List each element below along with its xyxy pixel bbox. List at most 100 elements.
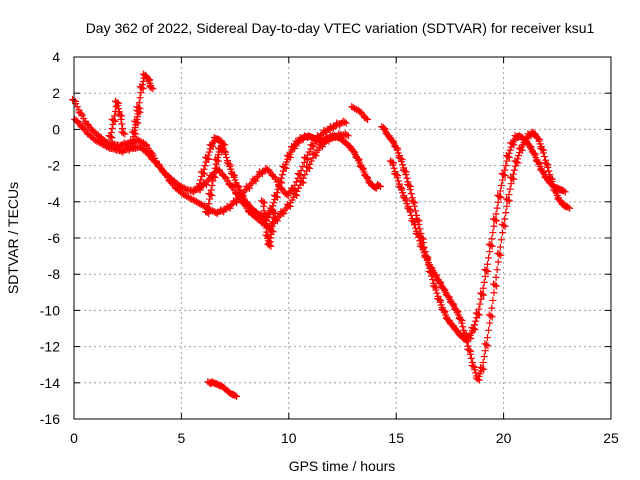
data-point: [506, 185, 514, 193]
data-point: [494, 258, 502, 266]
data-point: [539, 149, 547, 157]
series-isolated-low: [204, 378, 241, 400]
data-point: [485, 326, 493, 334]
data-point: [215, 135, 223, 143]
data-point: [508, 174, 516, 182]
data-point: [547, 174, 555, 182]
data-point: [494, 198, 502, 206]
series-spike-4: [258, 197, 279, 250]
data-point: [470, 363, 478, 371]
data-point: [477, 295, 485, 303]
data-point: [196, 180, 204, 188]
data-point: [488, 235, 496, 243]
x-tick-label: 10: [281, 430, 297, 446]
data-point: [362, 115, 370, 123]
data-point: [274, 185, 282, 193]
data-point: [302, 154, 310, 162]
data-point: [540, 153, 548, 161]
data-point: [119, 129, 127, 137]
data-point: [341, 118, 349, 126]
data-point: [504, 153, 512, 161]
data-point: [476, 300, 484, 308]
data-point: [490, 222, 498, 230]
data-point: [230, 390, 238, 398]
data-point: [537, 144, 545, 152]
y-tick-label: -12: [40, 339, 60, 355]
data-point: [468, 362, 476, 370]
data-point: [412, 224, 420, 232]
data-point: [495, 192, 503, 200]
data-point: [471, 321, 479, 329]
data-point: [402, 171, 410, 179]
data-point: [459, 329, 467, 337]
data-point: [471, 366, 479, 374]
y-tick-label: 4: [52, 49, 60, 65]
data-point: [204, 151, 212, 159]
data-point: [502, 162, 510, 170]
data-point: [491, 281, 499, 289]
data-point: [490, 215, 498, 223]
data-point: [434, 295, 442, 303]
data-point: [272, 192, 280, 200]
data-point: [502, 209, 510, 217]
data-point: [225, 181, 233, 189]
data-point: [477, 363, 485, 371]
data-point: [457, 315, 465, 323]
data-point: [113, 98, 121, 106]
data-point: [250, 176, 258, 184]
data-point: [204, 204, 212, 212]
data-point: [515, 152, 523, 160]
data-point: [483, 334, 491, 342]
data-point: [180, 184, 188, 192]
data-point: [202, 208, 210, 216]
data-point: [223, 159, 231, 167]
data-point: [277, 208, 285, 216]
data-point: [75, 108, 83, 116]
data-point: [412, 229, 420, 237]
data-point: [481, 266, 489, 274]
data-point: [110, 116, 118, 124]
data-point: [395, 153, 403, 161]
data-point: [478, 290, 486, 298]
data-point: [307, 141, 315, 149]
data-point: [496, 187, 504, 195]
data-point: [507, 180, 515, 188]
y-tick-label: -2: [48, 158, 61, 174]
data-point: [197, 176, 205, 184]
data-point: [307, 157, 315, 165]
x-tick-label: 5: [178, 430, 186, 446]
data-point: [431, 283, 439, 291]
data-point: [396, 154, 404, 162]
data-point: [412, 207, 420, 215]
data-point: [429, 282, 437, 290]
data-point: [462, 334, 470, 342]
data-point: [374, 181, 382, 189]
data-point: [495, 250, 503, 258]
data-point: [205, 200, 213, 208]
data-point: [244, 183, 252, 191]
data-point: [218, 139, 226, 147]
data-point: [278, 171, 286, 179]
data-point: [389, 161, 397, 169]
data-point: [298, 178, 306, 186]
data-point: [514, 155, 522, 163]
data-point: [481, 272, 489, 280]
data-point: [115, 110, 123, 118]
data-point: [543, 160, 551, 168]
data-point: [117, 115, 125, 123]
data-point: [266, 226, 274, 234]
data-point: [305, 148, 313, 156]
data-point: [545, 173, 553, 181]
data-point: [219, 140, 227, 148]
data-point: [501, 166, 509, 174]
data-point: [563, 202, 571, 210]
data-point: [405, 205, 413, 213]
data-point: [464, 345, 472, 353]
data-point: [506, 146, 514, 154]
data-point: [294, 184, 302, 192]
data-point: [497, 182, 505, 190]
plot-frame: [73, 56, 612, 420]
y-tick-label: -6: [48, 230, 61, 246]
data-point: [118, 120, 126, 128]
x-tick-label: 20: [496, 430, 512, 446]
